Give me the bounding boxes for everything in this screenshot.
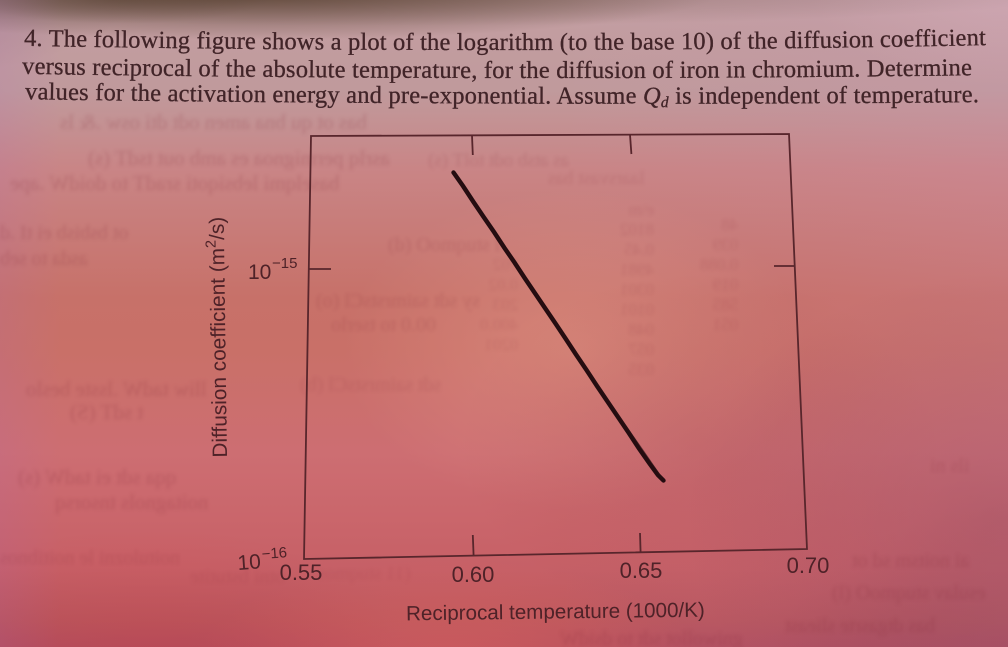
- svg-text:10: 10: [237, 550, 262, 575]
- svg-text:−15: −15: [272, 255, 297, 272]
- svg-text:values for the activation ener: values for the activation energy and pre…: [25, 78, 979, 111]
- svg-text:0.65: 0.65: [620, 558, 663, 583]
- svg-text:versus reciprocal of the absol: versus reciprocal of the absolute temper…: [22, 53, 972, 84]
- svg-text:0.55: 0.55: [280, 560, 323, 585]
- svg-text:0.70: 0.70: [787, 553, 830, 578]
- svg-text:−16: −16: [261, 544, 288, 563]
- svg-text:Diffusion coefficient (m2/s): Diffusion coefficient (m2/s): [203, 217, 232, 458]
- svg-text:Reciprocal temperature (1000/K: Reciprocal temperature (1000/K): [406, 599, 705, 626]
- svg-text:10: 10: [248, 261, 271, 284]
- svg-text:4. The following figure shows: 4. The following figure shows a plot of …: [24, 24, 986, 56]
- svg-text:0.60: 0.60: [452, 562, 495, 587]
